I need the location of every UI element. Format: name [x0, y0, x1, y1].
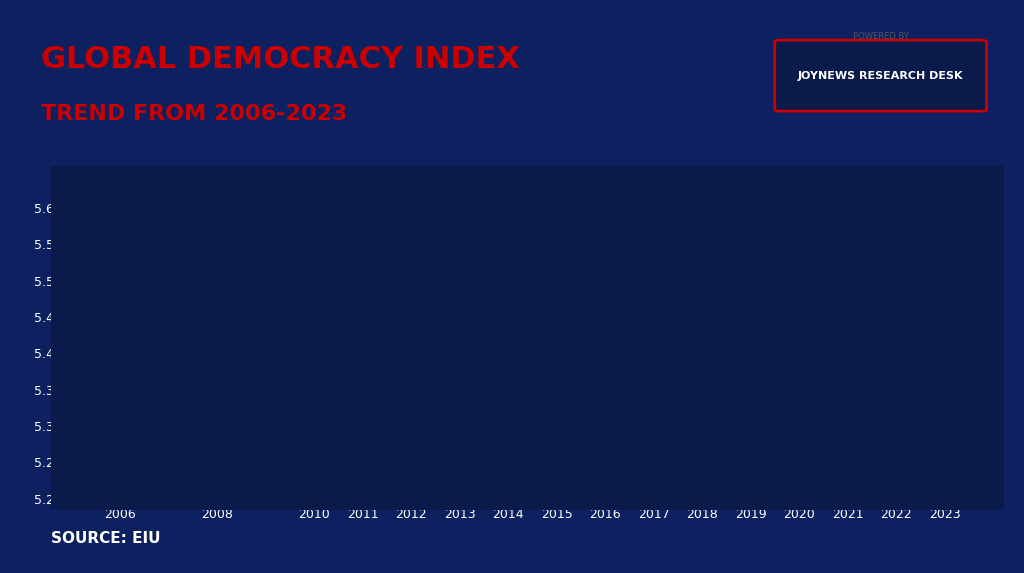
Text: 5.46: 5.46 [299, 329, 329, 342]
Point [354, 284, 371, 293]
Point [403, 262, 420, 271]
FancyBboxPatch shape [775, 40, 986, 111]
Point [694, 291, 711, 300]
Point [597, 262, 613, 271]
Point [742, 320, 759, 329]
Text: 5.44: 5.44 [736, 300, 766, 313]
Text: 5.29: 5.29 [882, 409, 911, 422]
Point [500, 240, 516, 249]
Text: 5.52: 5.52 [396, 242, 426, 255]
Text: TREND FROM 2006-2023: TREND FROM 2006-2023 [41, 104, 347, 124]
Text: SOURCE: EIU: SOURCE: EIU [51, 531, 161, 546]
Text: 5.48: 5.48 [687, 271, 717, 284]
Point [888, 429, 904, 438]
Point [549, 240, 565, 249]
Text: 5.49: 5.49 [348, 264, 378, 277]
Point [792, 371, 808, 380]
Point [209, 240, 225, 249]
Text: 5.55: 5.55 [542, 221, 571, 233]
Text: 5.55: 5.55 [494, 221, 523, 233]
FancyBboxPatch shape [32, 159, 1023, 517]
Text: 5.53: 5.53 [445, 235, 474, 248]
Text: 5.55: 5.55 [203, 221, 231, 233]
Text: 5.52: 5.52 [591, 242, 620, 255]
Point [306, 305, 323, 315]
Text: 5.23: 5.23 [930, 453, 959, 466]
Text: JOYNEWS RESEARCH DESK: JOYNEWS RESEARCH DESK [798, 70, 964, 81]
Text: 5.37: 5.37 [784, 351, 814, 364]
Point [112, 262, 128, 271]
Text: 5.28: 5.28 [834, 460, 862, 473]
Text: 5.52: 5.52 [105, 242, 135, 255]
Point [840, 436, 856, 445]
Point [645, 291, 662, 300]
Text: GLOBAL DEMOCRACY INDEX: GLOBAL DEMOCRACY INDEX [41, 45, 520, 74]
Point [452, 254, 468, 264]
Text: 5.48: 5.48 [639, 315, 669, 328]
Point [937, 472, 953, 481]
Text: POWERED BY: POWERED BY [853, 32, 908, 41]
